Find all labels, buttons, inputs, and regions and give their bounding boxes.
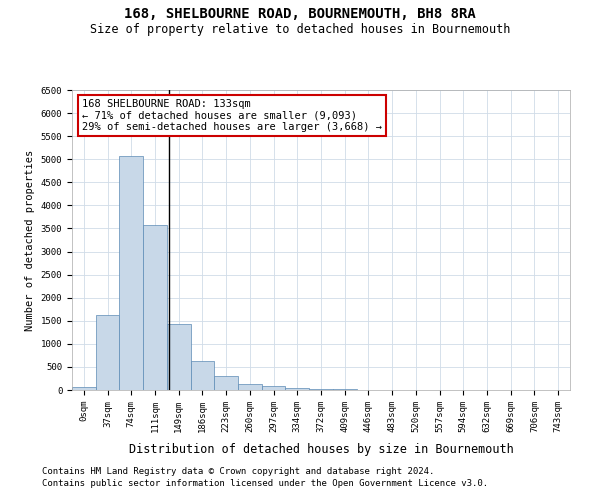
Bar (191, 362, 214, 390)
Text: 168, SHELBOURNE ROAD, BOURNEMOUTH, BH8 8RA: 168, SHELBOURNE ROAD, BOURNEMOUTH, BH8 8… (124, 8, 476, 22)
Text: Contains public sector information licensed under the Open Government Licence v3: Contains public sector information licen… (42, 478, 488, 488)
Bar (309, 388, 333, 390)
Bar (96, 315, 119, 390)
Bar (214, 376, 238, 390)
Bar (143, 225, 167, 390)
Bar (238, 384, 262, 390)
Text: 168 SHELBOURNE ROAD: 133sqm
← 71% of detached houses are smaller (9,093)
29% of : 168 SHELBOURNE ROAD: 133sqm ← 71% of det… (82, 99, 382, 132)
Y-axis label: Number of detached properties: Number of detached properties (25, 150, 35, 330)
Bar (72, 387, 96, 390)
Bar (167, 324, 191, 390)
Text: Distribution of detached houses by size in Bournemouth: Distribution of detached houses by size … (128, 442, 514, 456)
Bar (286, 388, 309, 390)
Bar (119, 156, 143, 390)
Text: Size of property relative to detached houses in Bournemouth: Size of property relative to detached ho… (90, 22, 510, 36)
Bar (262, 386, 286, 390)
Text: Contains HM Land Registry data © Crown copyright and database right 2024.: Contains HM Land Registry data © Crown c… (42, 467, 434, 476)
